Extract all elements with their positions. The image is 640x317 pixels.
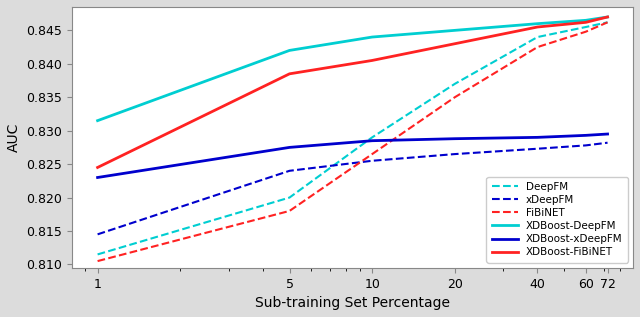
XDBoost-FiBiNET [369,59,376,62]
XDBoost-FiBiNET [534,25,541,29]
XDBoost-FiBiNET [93,165,101,169]
XDBoost-xDeepFM [451,137,459,141]
xDeepFM [285,169,293,173]
XDBoost-DeepFM [534,22,541,26]
FiBiNET [604,20,611,24]
FiBiNET [285,209,293,213]
DeepFM [369,135,376,139]
FiBiNET [451,95,459,99]
xDeepFM [451,152,459,156]
Y-axis label: AUC: AUC [7,123,21,152]
Line: DeepFM: DeepFM [97,22,607,255]
DeepFM [534,35,541,39]
XDBoost-FiBiNET [604,15,611,19]
XDBoost-xDeepFM [369,139,376,143]
FiBiNET [93,259,101,263]
XDBoost-FiBiNET [582,20,589,24]
FiBiNET [534,45,541,49]
XDBoost-DeepFM [582,18,589,22]
XDBoost-DeepFM [285,49,293,52]
xDeepFM [534,147,541,151]
FiBiNET [582,30,589,34]
XDBoost-xDeepFM [285,146,293,149]
Line: XDBoost-DeepFM: XDBoost-DeepFM [97,17,607,121]
XDBoost-FiBiNET [451,42,459,46]
Line: xDeepFM: xDeepFM [97,143,607,234]
Line: XDBoost-FiBiNET: XDBoost-FiBiNET [97,17,607,167]
XDBoost-xDeepFM [582,133,589,137]
DeepFM [582,25,589,29]
xDeepFM [582,144,589,147]
FiBiNET [369,152,376,156]
XDBoost-xDeepFM [93,176,101,179]
xDeepFM [369,159,376,163]
XDBoost-xDeepFM [604,132,611,136]
DeepFM [93,253,101,256]
xDeepFM [93,232,101,236]
DeepFM [451,82,459,86]
Legend: DeepFM, xDeepFM, FiBiNET, XDBoost-DeepFM, XDBoost-xDeepFM, XDBoost-FiBiNET: DeepFM, xDeepFM, FiBiNET, XDBoost-DeepFM… [486,177,628,262]
XDBoost-FiBiNET [285,72,293,76]
XDBoost-DeepFM [451,29,459,32]
Line: FiBiNET: FiBiNET [97,22,607,261]
DeepFM [285,196,293,199]
XDBoost-xDeepFM [534,135,541,139]
XDBoost-DeepFM [93,119,101,123]
xDeepFM [604,141,611,145]
XDBoost-DeepFM [369,35,376,39]
X-axis label: Sub-training Set Percentage: Sub-training Set Percentage [255,296,450,310]
Line: XDBoost-xDeepFM: XDBoost-xDeepFM [97,134,607,178]
DeepFM [604,20,611,24]
XDBoost-DeepFM [604,15,611,19]
